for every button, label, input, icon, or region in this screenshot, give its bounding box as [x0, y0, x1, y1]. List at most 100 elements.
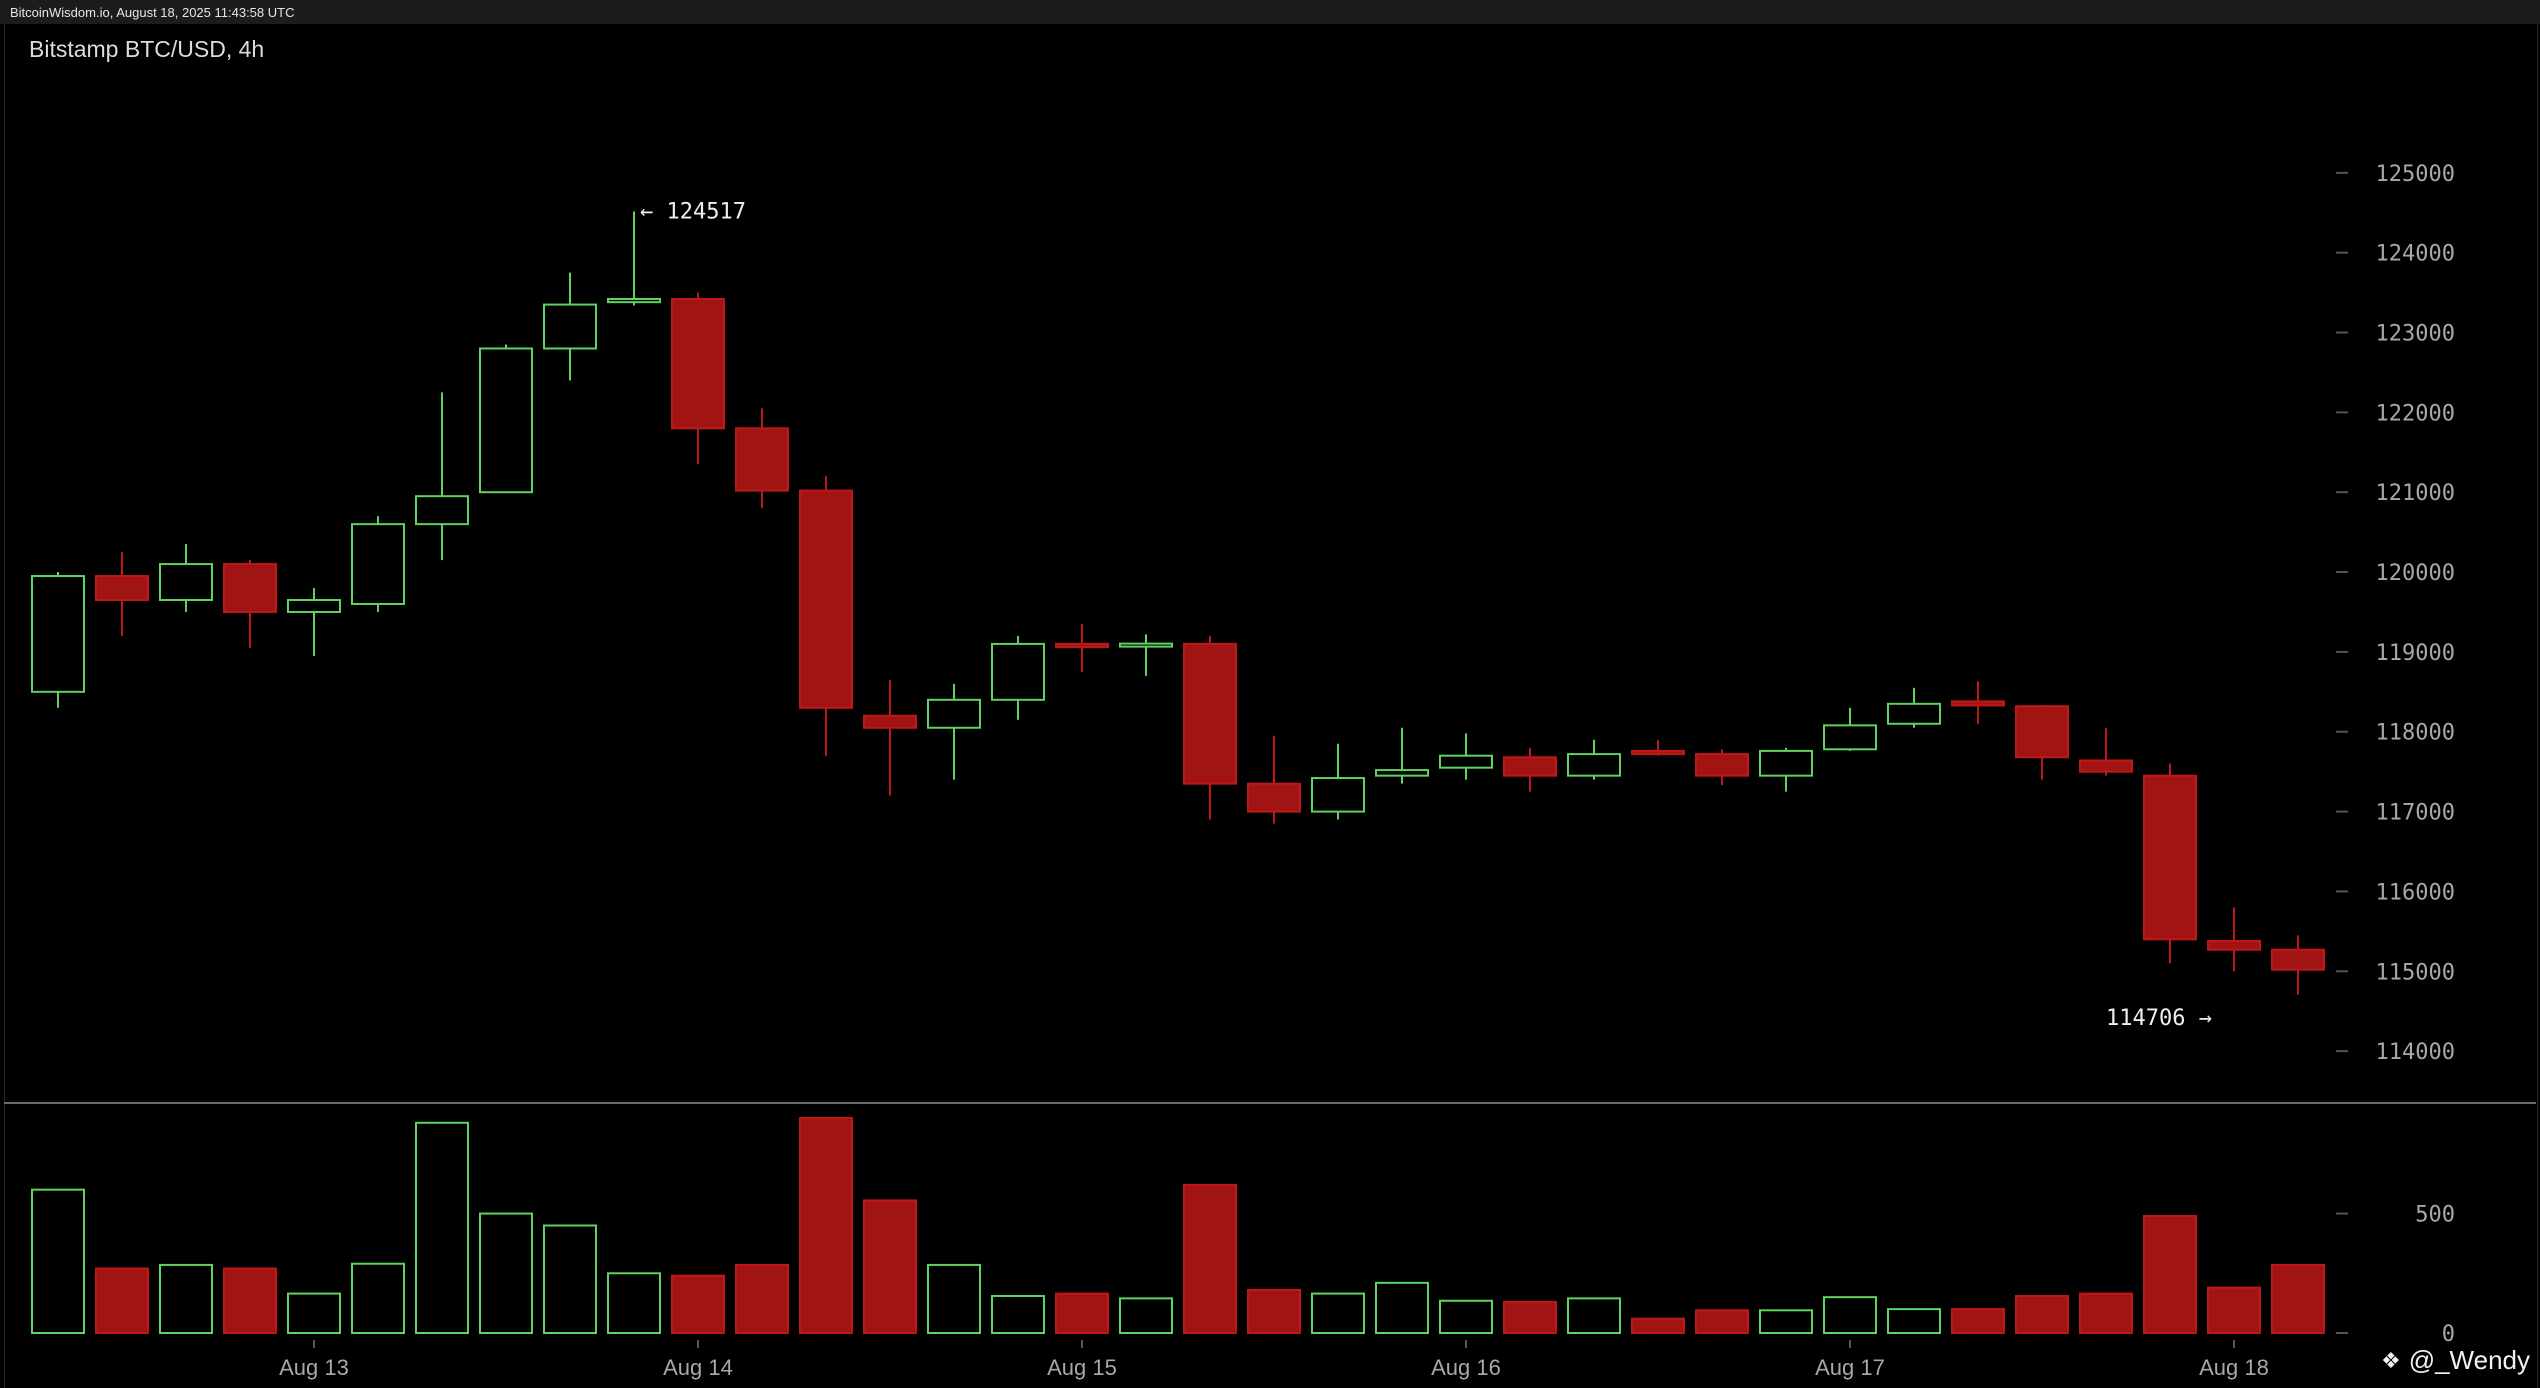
candle-body-down: [735, 427, 789, 492]
volume-bar-up: [479, 1212, 533, 1334]
candle-body-down: [1695, 753, 1749, 777]
volume-bar-up: [1439, 1299, 1493, 1334]
volume-bar-up: [287, 1292, 341, 1335]
candle-body-up: [991, 642, 1045, 701]
price-tick-label: 115000: [2376, 960, 2455, 985]
watermark-text: @_Wendy: [2408, 1345, 2530, 1375]
candle-body-up: [1567, 753, 1621, 777]
chart-title: Bitstamp BTC/USD, 4h: [29, 36, 265, 62]
volume-bar-down: [1183, 1183, 1237, 1335]
volume-bar-down: [2271, 1263, 2325, 1334]
candle-body-up: [1375, 769, 1429, 777]
candle-body-up: [415, 495, 469, 526]
volume-bar-up: [1311, 1292, 1365, 1335]
watermark: ❖ @_Wendy: [2381, 1345, 2530, 1376]
candle-body-up: [927, 698, 981, 729]
top-bar: BitcoinWisdom.io, August 18, 2025 11:43:…: [0, 0, 2540, 24]
date-tick-label: Aug 14: [663, 1355, 733, 1380]
volume-bar-up: [1887, 1308, 1941, 1334]
volume-bar-up: [1759, 1309, 1813, 1334]
candle-body-up: [543, 303, 597, 350]
candle-body-up: [351, 523, 405, 605]
high-price-annotation: ← 124517: [640, 199, 746, 224]
binance-diamond-icon: ❖: [2380, 1347, 2401, 1373]
volume-bar-up: [607, 1272, 661, 1335]
volume-tick-label: 0: [2442, 1322, 2455, 1347]
candle-body-down: [863, 714, 917, 729]
candle-body-down: [799, 489, 853, 709]
candle-body-up: [1119, 642, 1173, 648]
candle-body-up: [1887, 702, 1941, 725]
volume-bar-down: [735, 1263, 789, 1334]
candle-body-down: [2079, 759, 2133, 773]
price-tick-label: 123000: [2376, 322, 2455, 347]
candle-body-up: [479, 347, 533, 494]
candle-body-down: [1951, 700, 2005, 707]
volume-bar-down: [2207, 1286, 2261, 1334]
volume-bar-up: [415, 1121, 469, 1335]
candle-body-down: [2143, 774, 2197, 941]
volume-bar-up: [1567, 1297, 1621, 1334]
price-tick-label: 122000: [2376, 401, 2455, 426]
price-tick-label: 125000: [2376, 162, 2455, 187]
candle-body-down: [2207, 939, 2261, 951]
volume-bar-down: [799, 1117, 853, 1334]
candle-body-down: [1247, 782, 1301, 813]
volume-bar-down: [1055, 1292, 1109, 1335]
volume-bar-up: [1375, 1281, 1429, 1335]
candle-body-up: [1759, 749, 1813, 777]
candle-body-down: [1183, 642, 1237, 785]
candle-body-up: [1311, 777, 1365, 813]
low-price-annotation: 114706 →: [2106, 1006, 2212, 1031]
price-tick-label: 120000: [2376, 561, 2455, 586]
date-tick-label: Aug 16: [1431, 1355, 1501, 1380]
date-tick-label: Aug 18: [2199, 1355, 2269, 1380]
price-tick-label: 117000: [2376, 801, 2455, 826]
volume-bar-down: [1695, 1309, 1749, 1334]
volume-bar-up: [543, 1224, 597, 1334]
price-tick-label: 124000: [2376, 242, 2455, 267]
price-tick-label: 119000: [2376, 641, 2455, 666]
volume-bar-up: [1823, 1296, 1877, 1334]
candle-body-up: [31, 575, 85, 693]
volume-bar-down: [2015, 1294, 2069, 1334]
candle-body-down: [2015, 705, 2069, 759]
volume-bar-up: [31, 1188, 85, 1334]
candle-body-down: [1503, 756, 1557, 777]
candle-body-down: [95, 575, 149, 601]
volume-bar-up: [927, 1263, 981, 1334]
candle-body-down: [2271, 948, 2325, 971]
price-tick-label: 114000: [2376, 1040, 2455, 1065]
candle-body-up: [607, 297, 661, 304]
volume-bar-down: [1503, 1300, 1557, 1335]
volume-bar-down: [223, 1267, 277, 1334]
source-timestamp: BitcoinWisdom.io, August 18, 2025 11:43:…: [10, 5, 295, 20]
volume-bar-down: [1247, 1289, 1301, 1334]
volume-bar-down: [2079, 1292, 2133, 1335]
date-tick-label: Aug 15: [1047, 1355, 1117, 1380]
volume-bar-down: [1951, 1308, 2005, 1334]
candle-body-up: [1823, 724, 1877, 751]
candle-body-down: [1631, 749, 1685, 756]
price-tick-label: 118000: [2376, 721, 2455, 746]
volume-tick-label: 500: [2415, 1203, 2455, 1228]
candle-body-up: [287, 599, 341, 613]
volume-bar-up: [159, 1263, 213, 1334]
volume-bar-up: [991, 1294, 1045, 1334]
candle-body-up: [159, 563, 213, 601]
volume-bar-up: [1119, 1297, 1173, 1334]
candle-body-up: [1439, 754, 1493, 769]
price-tick-label: 116000: [2376, 880, 2455, 905]
price-tick-label: 121000: [2376, 481, 2455, 506]
volume-bar-down: [1631, 1317, 1685, 1334]
candle-body-down: [671, 297, 725, 430]
volume-bar-down: [95, 1267, 149, 1334]
volume-bar-down: [671, 1274, 725, 1334]
volume-bar-down: [863, 1199, 917, 1334]
volume-bar-down: [2143, 1214, 2197, 1335]
date-tick-label: Aug 17: [1815, 1355, 1885, 1380]
date-tick-label: Aug 13: [279, 1355, 349, 1380]
candle-body-down: [1055, 642, 1109, 649]
volume-bar-up: [351, 1262, 405, 1334]
